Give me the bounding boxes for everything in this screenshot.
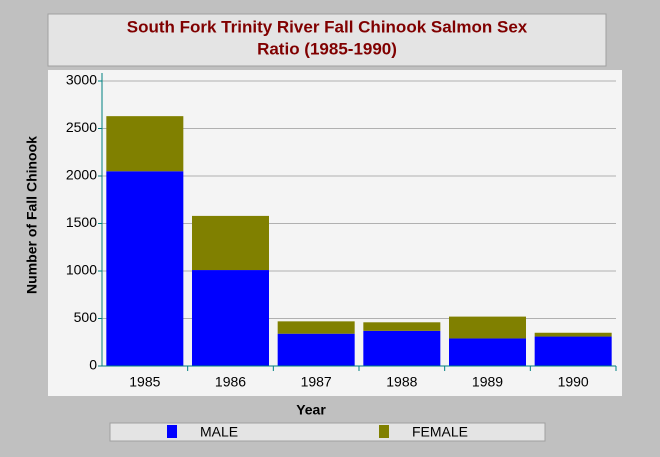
legend-label: MALE xyxy=(200,424,238,440)
y-tick-label: 1000 xyxy=(66,262,97,278)
y-tick-label: 1500 xyxy=(66,214,97,230)
bar-segment xyxy=(534,336,612,366)
legend-swatch xyxy=(379,425,389,438)
title-box xyxy=(47,13,607,67)
bar-segment xyxy=(449,316,526,339)
x-tick-label: 1990 xyxy=(558,374,589,390)
bar-segment xyxy=(363,330,441,366)
y-tick-label: 2000 xyxy=(66,167,97,183)
y-tick-label: 500 xyxy=(74,309,98,325)
x-axis-label: Year xyxy=(296,402,326,418)
legend-label: FEMALE xyxy=(412,424,468,440)
bar-segment xyxy=(449,338,526,366)
x-tick-label: 1989 xyxy=(472,374,503,390)
y-tick-label: 3000 xyxy=(66,72,97,88)
x-tick-label: 1987 xyxy=(301,374,332,390)
x-tick-label: 1985 xyxy=(129,374,160,390)
chart-title: South Fork Trinity River Fall Chinook Sa… xyxy=(127,17,528,36)
bar-segment xyxy=(106,116,184,172)
x-tick-label: 1986 xyxy=(215,374,246,390)
legend-box xyxy=(109,422,546,442)
bar-segment xyxy=(534,332,612,337)
legend-swatch xyxy=(167,425,177,438)
y-tick-label: 2500 xyxy=(66,119,97,135)
y-axis-label: Number of Fall Chinook xyxy=(24,136,40,294)
bar-segment xyxy=(192,215,269,271)
bar-segment xyxy=(106,171,184,366)
y-tick-label: 0 xyxy=(89,357,97,373)
bar-segment xyxy=(192,270,269,366)
bar-segment xyxy=(277,321,355,334)
bar-segment xyxy=(363,322,441,331)
bar-segment xyxy=(277,333,355,366)
x-tick-label: 1988 xyxy=(386,374,417,390)
chart-title: Ratio (1985-1990) xyxy=(257,39,397,58)
